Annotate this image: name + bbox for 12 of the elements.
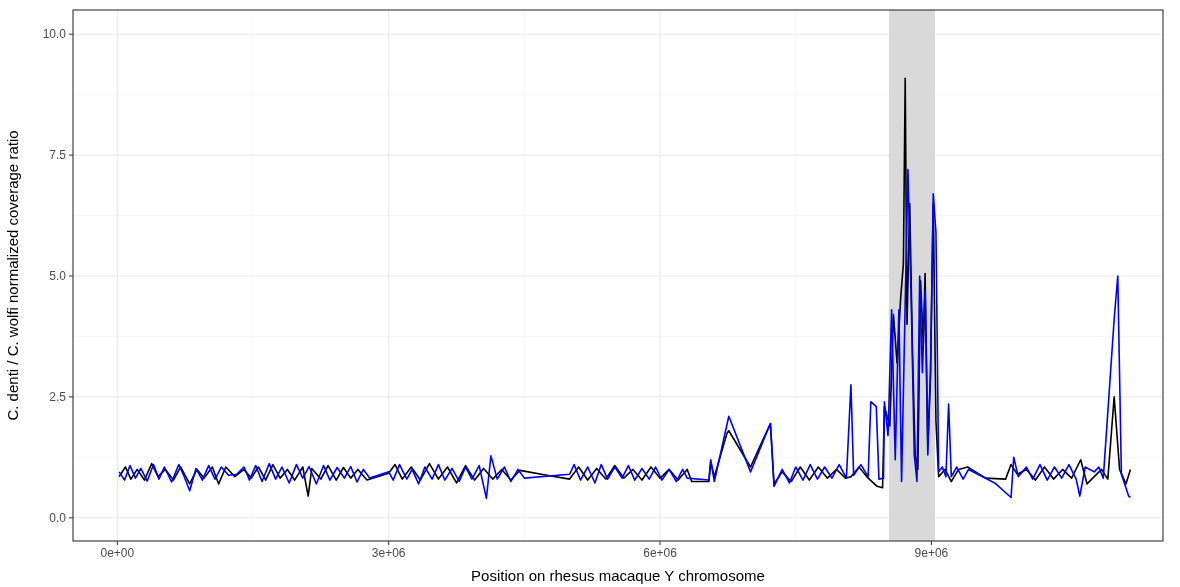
y-tick-label: 7.5	[49, 148, 67, 163]
x-tick-label: 0e+00	[100, 546, 135, 560]
x-axis-title: Position on rhesus macaque Y chromosome	[471, 567, 765, 584]
y-tick-label: 0.0	[49, 510, 67, 525]
y-tick-label: 2.5	[49, 389, 67, 404]
x-tick-label: 9e+06	[914, 546, 949, 560]
x-tick-label: 6e+06	[643, 546, 678, 560]
line-series	[118, 168, 1132, 500]
y-tick-label: 10.0	[42, 27, 67, 42]
y-tick-label: 5.0	[49, 268, 67, 283]
x-tick-label: 3e+06	[371, 546, 406, 560]
y-axis-title: C. denti / C. wolfi normalized coverage ratio	[4, 130, 21, 421]
